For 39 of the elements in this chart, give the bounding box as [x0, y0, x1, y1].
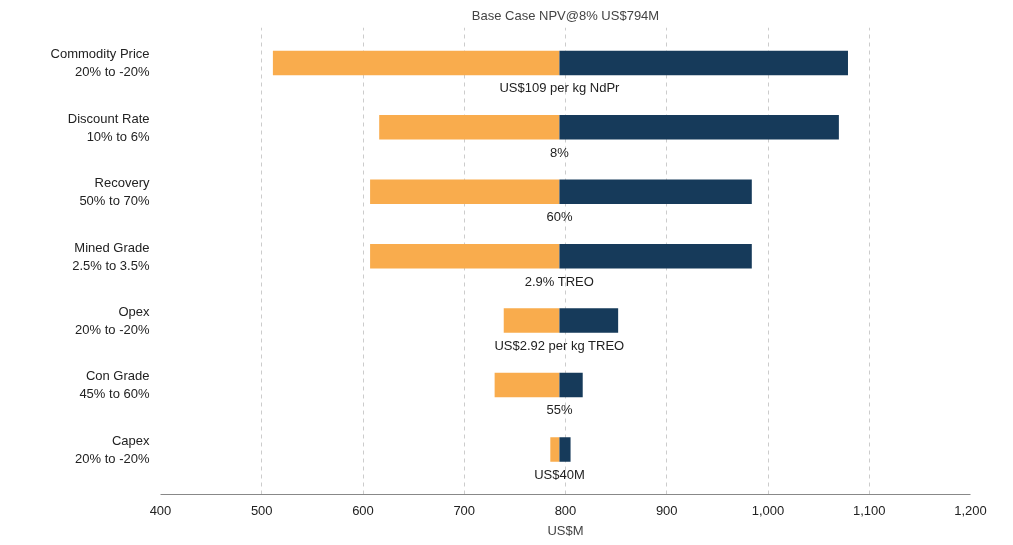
x-tick-label: 700: [453, 502, 476, 518]
x-tick-label: 1,000: [751, 502, 785, 518]
chart-title: Base Case NPV@8% US$794M: [471, 7, 660, 23]
y-tick-label: Con Grade 45% to 60%: [79, 368, 150, 402]
y-tick-label: Capex 20% to -20%: [75, 432, 150, 466]
x-tick-label: 1,200: [954, 502, 987, 518]
annotation: US$40M: [534, 466, 585, 482]
annotation: 55%: [546, 402, 573, 418]
bar: [559, 308, 619, 333]
y-tick-label: Discount Rate 10% to 6%: [67, 110, 150, 144]
bar: [559, 50, 848, 76]
y-tick-label: Opex 20% to -20%: [75, 304, 150, 338]
bar: [559, 243, 752, 269]
bar: [379, 115, 560, 140]
bar: [559, 372, 583, 398]
annotation: 60%: [546, 209, 573, 225]
x-tick-label: 1,100: [852, 502, 886, 518]
bar: [370, 179, 560, 204]
y-tick-label: Commodity Price 20% to -20%: [50, 46, 150, 80]
annotation: US$2.92 per kg TREO: [494, 337, 625, 353]
x-tick-label: 600: [352, 502, 374, 518]
bar: [494, 372, 560, 398]
x-tick-label: 500: [250, 502, 273, 518]
bar: [550, 437, 560, 462]
x-tick-label: 900: [655, 502, 678, 518]
bar: [559, 437, 571, 462]
annotation: 2.9% TREO: [524, 273, 594, 289]
bar: [559, 115, 839, 140]
bar: [370, 243, 560, 269]
y-tick-label: Mined Grade 2.5% to 3.5%: [72, 239, 150, 273]
x-axis-title: US$M: [547, 522, 584, 538]
x-tick-label: 800: [554, 502, 577, 518]
y-tick-label: Recovery 50% to 70%: [79, 175, 150, 209]
bar: [272, 50, 560, 76]
annotation: 8%: [550, 144, 570, 160]
bar: [503, 308, 560, 333]
annotation: US$109 per kg NdPr: [499, 80, 621, 96]
x-tick-label: 400: [149, 502, 172, 518]
bar: [559, 179, 752, 204]
